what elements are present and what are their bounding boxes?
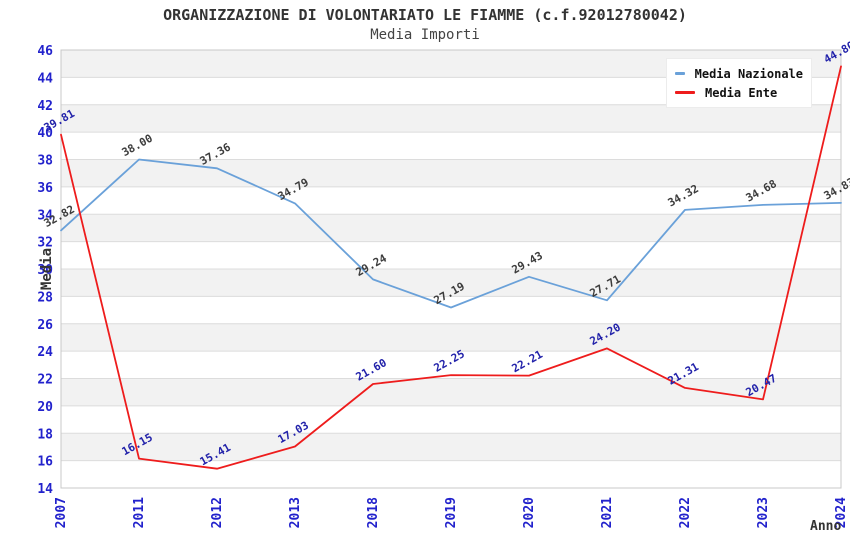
- y-tick-label: 38: [37, 154, 53, 169]
- legend-label-ente: Media Ente: [705, 85, 778, 100]
- y-tick-label: 14: [37, 482, 53, 497]
- legend-item-media-nazionale: Media Nazionale: [675, 64, 803, 83]
- x-tick-label: 2024: [834, 497, 849, 528]
- x-tick-label: 2019: [444, 497, 459, 528]
- plot-band: [61, 269, 841, 297]
- y-tick-label: 18: [37, 427, 53, 442]
- point-label: 38.00: [120, 132, 155, 159]
- plot-band: [61, 159, 841, 187]
- y-tick-label: 42: [37, 99, 53, 114]
- y-tick-label: 32: [37, 236, 53, 251]
- y-tick-label: 30: [37, 263, 53, 278]
- x-tick-label: 2018: [366, 497, 381, 528]
- y-tick-label: 46: [37, 44, 53, 59]
- y-tick-label: 22: [37, 373, 53, 388]
- legend-label-nazionale: Media Nazionale: [694, 66, 803, 81]
- y-tick-label: 34: [37, 208, 53, 223]
- plot-band: [61, 214, 841, 242]
- y-tick-label: 44: [37, 71, 53, 86]
- x-tick-label: 2012: [210, 497, 225, 528]
- chart-legend: Media Nazionale Media Ente: [666, 58, 812, 108]
- x-tick-label: 2013: [288, 497, 303, 528]
- x-tick-label: 2020: [522, 497, 537, 528]
- x-tick-label: 2023: [756, 497, 771, 528]
- plot-band: [61, 104, 841, 133]
- y-tick-label: 20: [37, 400, 53, 415]
- plot-band: [61, 433, 841, 461]
- legend-swatch-ente-icon: [675, 91, 695, 94]
- plot-band: [61, 378, 841, 406]
- legend-swatch-nazionale-icon: [675, 72, 685, 75]
- x-tick-label: 2022: [678, 497, 693, 528]
- chart-title: ORGANIZZAZIONE DI VOLONTARIATO LE FIAMME…: [163, 6, 687, 24]
- plot-border: [60, 49, 842, 489]
- x-tick-label: 2021: [600, 497, 615, 528]
- legend-item-media-ente: Media Ente: [675, 83, 803, 102]
- x-axis-title: Anno: [810, 519, 841, 534]
- series-line-media-ente: [60, 65, 842, 470]
- chart-subtitle: Media Importi: [370, 27, 480, 43]
- y-axis-title: Media: [39, 248, 55, 290]
- y-tick-label: 28: [37, 290, 53, 305]
- x-tick-label: 2011: [132, 497, 147, 528]
- y-tick-label: 36: [37, 181, 53, 196]
- series-line-media-nazionale: [60, 158, 842, 309]
- y-tick-label: 16: [37, 455, 53, 470]
- y-tick-label: 24: [37, 345, 53, 360]
- x-tick-label: 2007: [54, 497, 69, 528]
- y-tick-label: 40: [37, 126, 53, 141]
- plot-band: [61, 323, 841, 352]
- y-tick-label: 26: [37, 318, 53, 333]
